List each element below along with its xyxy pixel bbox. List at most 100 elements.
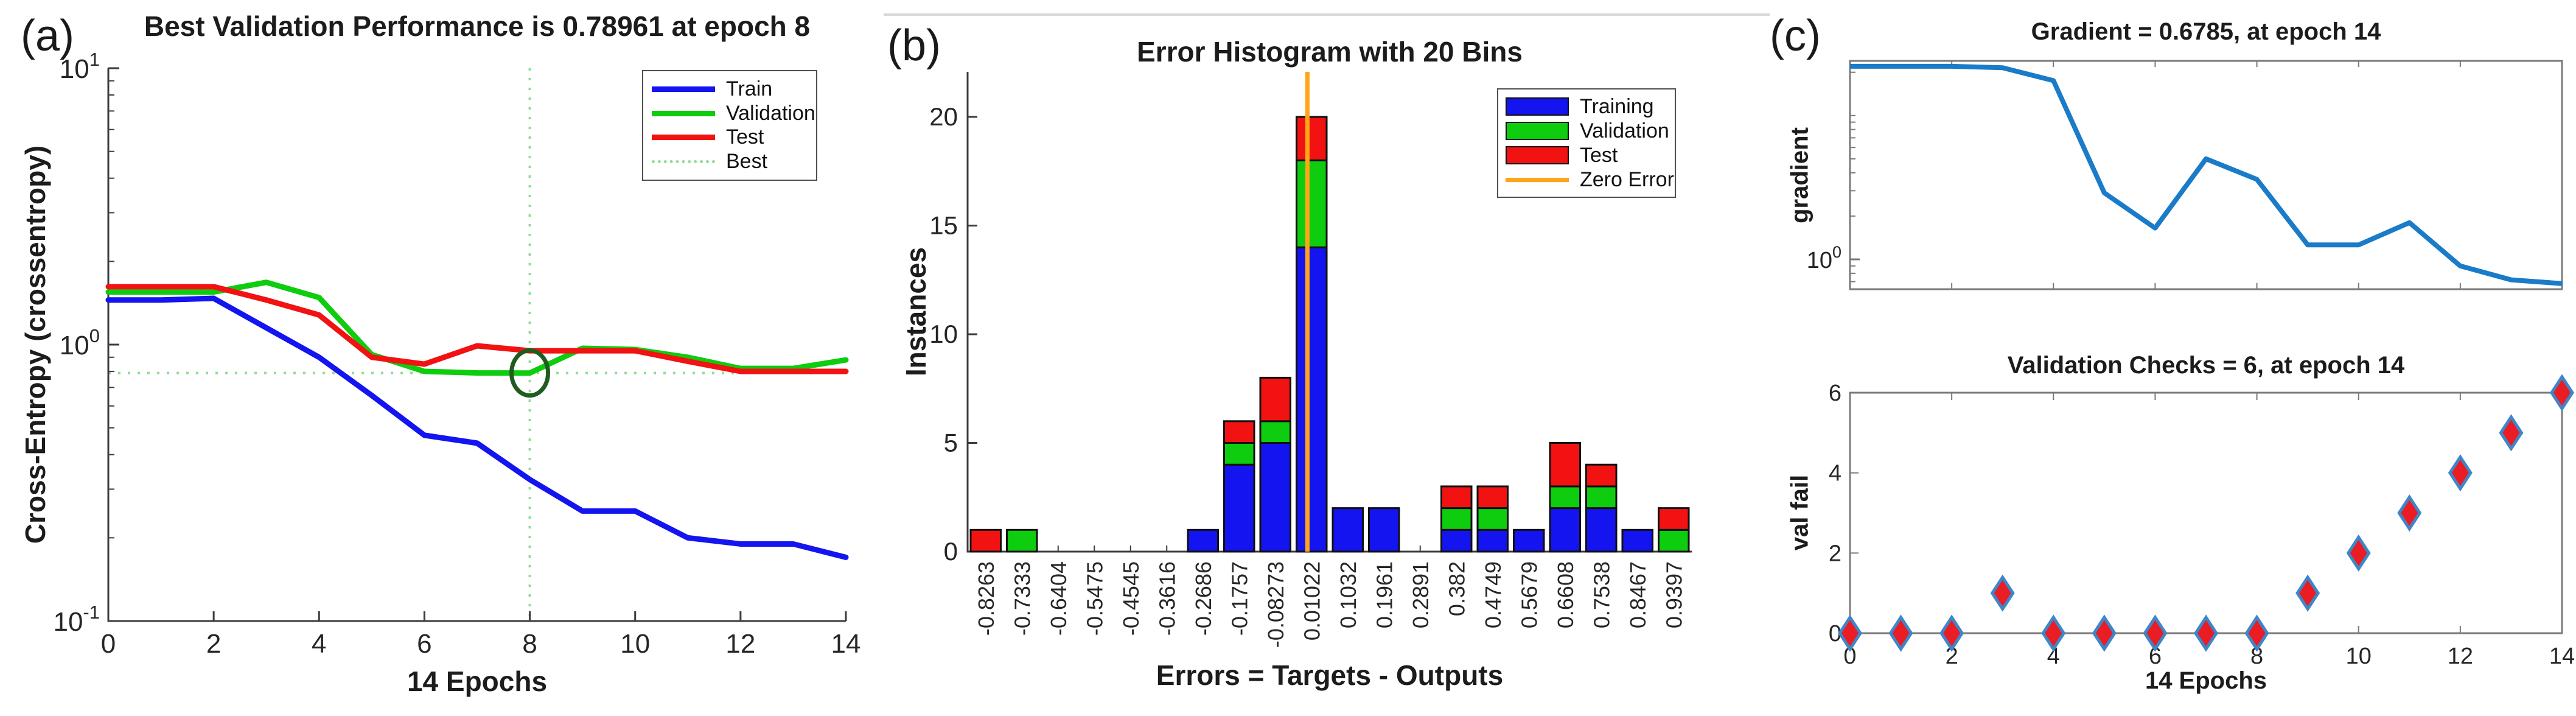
panel-a-title: Best Validation Performance is 0.78961 a… <box>144 10 811 42</box>
panel-a-y-tick-label: 100 <box>60 325 100 360</box>
val-fail-y-tick-label: 0 <box>1829 621 1841 647</box>
validation-line <box>105 279 849 376</box>
training-bar-segment <box>1332 507 1364 553</box>
training-bar-segment <box>1296 246 1328 553</box>
training-bar-segment <box>1223 463 1255 553</box>
val-fail-marker <box>2194 614 2218 652</box>
bin-tick-label: 0.4749 <box>1481 561 1506 628</box>
panel-b-xlabel: Errors = Targets - Outputs <box>1156 659 1504 691</box>
panel-a-ylabel: Cross-Entropy (crossentropy) <box>19 145 51 544</box>
validation-bar-segment <box>1476 507 1509 531</box>
bin-tick-label: 0.9397 <box>1661 561 1686 628</box>
bin-tick-label: -0.2686 <box>1191 561 1216 636</box>
legend-item-validation: Validation <box>652 102 815 125</box>
legend-item-zero-error: Zero Error <box>1506 168 1674 192</box>
panel-a-x-tick-label: 2 <box>206 629 221 659</box>
test-bar-segment <box>1549 442 1581 488</box>
val-fail-y-tick-label: 2 <box>1829 541 1841 566</box>
bin-tick-label: 0.1961 <box>1372 561 1397 628</box>
training-bar-segment <box>1549 507 1581 553</box>
bin-tick-label: -0.4545 <box>1119 561 1143 636</box>
panel-b-top-divider <box>884 13 1770 16</box>
legend-label: Train <box>726 77 773 101</box>
val-fail-marker <box>1838 614 1862 652</box>
test-bar-segment <box>1585 463 1618 488</box>
val-fail-marker <box>2346 534 2371 572</box>
training-bar-segment <box>1187 528 1219 553</box>
validation-bar-segment <box>1440 507 1473 531</box>
train-line <box>105 295 849 560</box>
bin-tick-label: 0.2891 <box>1408 561 1433 628</box>
val-fail-x-tick-label: 2 <box>1946 644 1958 669</box>
validation-line-swatch <box>652 110 715 116</box>
test-bar-swatch <box>1506 146 1569 164</box>
panel-a-x-tick-label: 6 <box>417 629 431 659</box>
panel-b-y-tick-label: 10 <box>929 320 958 348</box>
validation-bar-segment <box>1585 485 1618 510</box>
bin-tick-label: -0.3616 <box>1154 561 1179 636</box>
panel-b-title: Error Histogram with 20 Bins <box>1137 36 1523 68</box>
val-fail-y-tick-label: 4 <box>1829 461 1841 486</box>
test-bar-segment <box>1223 420 1255 444</box>
bin-tick-label: 0.1032 <box>1336 561 1361 628</box>
val-fail-marker <box>2550 374 2574 412</box>
legend-label: Zero Error <box>1580 167 1674 191</box>
val-fail-marker <box>1888 614 1913 652</box>
panel-c-letter: (c) <box>1770 12 1821 60</box>
gradient-title: Gradient = 0.6785, at epoch 14 <box>2031 18 2381 45</box>
bin-tick-label: -0.8263 <box>974 561 999 636</box>
bin-tick-label: 0.6608 <box>1553 561 1578 628</box>
legend-item-best: Best <box>652 150 810 174</box>
performance-legend: Train Validation Test Best <box>642 70 817 181</box>
training-bar-segment <box>1621 528 1653 553</box>
test-line-swatch <box>652 135 715 141</box>
validation-bar-segment <box>1296 159 1328 248</box>
bin-tick-label: 0.8467 <box>1625 561 1650 628</box>
validation-bar-segment <box>1658 528 1690 553</box>
val-fail-marker <box>2499 414 2524 452</box>
panel-a-x-tick-label: 14 <box>831 629 861 659</box>
gradient-line <box>1850 63 2563 286</box>
val-fail-marker <box>2448 454 2473 492</box>
bin-tick-label: 0.01022 <box>1299 561 1324 641</box>
panel-b-ylabel: Instances <box>900 247 932 377</box>
bin-tick-label: -0.1757 <box>1227 561 1252 636</box>
legend-label: Test <box>1580 143 1618 167</box>
val-fail-x-tick-label: 10 <box>2346 644 2372 669</box>
training-bar-segment <box>1513 528 1545 553</box>
training-bar-segment <box>1259 442 1291 553</box>
training-bar-segment <box>1585 507 1618 553</box>
val-fail-y-tick-label: 6 <box>1829 381 1841 406</box>
panel-b-y-tick-label: 5 <box>944 429 958 457</box>
val-checks-xlabel: 14 Epochs <box>2145 667 2267 694</box>
zero-error-line-swatch <box>1506 177 1569 182</box>
val-fail-plot-box <box>1849 391 2563 634</box>
legend-item-test: Test <box>652 125 810 149</box>
panel-a-x-tick-label: 10 <box>620 629 650 659</box>
panel-b-y-tick-label: 20 <box>929 102 958 131</box>
test-bar-segment <box>1259 376 1291 423</box>
panel-b-letter: (b) <box>887 21 941 70</box>
val-checks-ylabel: val fail <box>1786 474 1813 551</box>
panel-a-x-tick-label: 4 <box>312 629 326 659</box>
test-line <box>105 284 849 374</box>
val-fail-marker <box>2244 614 2269 652</box>
val-fail-marker <box>1990 574 2015 612</box>
legend-label: Validation <box>726 101 815 125</box>
val-fail-x-tick-label: 8 <box>2250 644 2263 669</box>
validation-bar-segment <box>1006 528 1038 553</box>
panel-b-y-tick-label: 15 <box>929 211 958 240</box>
validation-bar-segment <box>1223 442 1255 466</box>
bin-tick-label: 0.5679 <box>1517 561 1541 628</box>
best-line-swatch <box>652 160 715 163</box>
bin-tick-label: -0.08273 <box>1263 561 1288 648</box>
val-fail-marker <box>1939 614 1964 652</box>
validation-bar-segment <box>1549 485 1581 510</box>
gradient-plot-box <box>1849 60 2563 290</box>
gradient-y-tick-label: 100 <box>1807 243 1841 273</box>
legend-item-train: Train <box>652 77 810 101</box>
test-bar-segment <box>1658 507 1690 531</box>
panel-a-y-tick-label: 101 <box>60 49 100 84</box>
